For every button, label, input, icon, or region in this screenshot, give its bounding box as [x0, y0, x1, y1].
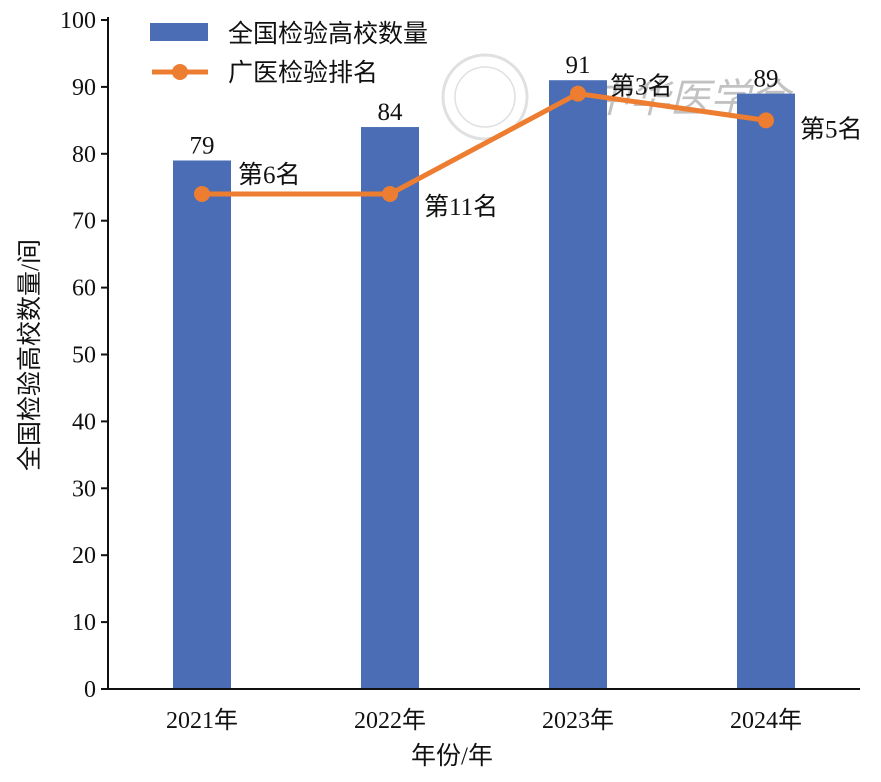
y-tick-label: 30	[72, 476, 96, 502]
y-tick-label: 80	[72, 142, 96, 168]
x-tick-label: 2024年	[730, 707, 802, 734]
bar	[173, 160, 231, 690]
rank-marker	[758, 112, 774, 129]
rank-data-label: 第6名	[238, 161, 301, 189]
legend-line-label: 广医检验排名	[228, 59, 378, 87]
x-tick-label: 2022年	[354, 707, 426, 734]
legend-line-marker	[172, 64, 188, 80]
y-axis-label: 全国检验高校数量/间	[16, 239, 44, 471]
y-tick-label: 20	[72, 543, 96, 569]
y-tick-label: 60	[72, 276, 96, 302]
bar-data-label: 89	[754, 66, 779, 93]
y-tick-label: 40	[72, 409, 96, 435]
bar	[361, 127, 419, 690]
y-tick-label: 90	[72, 75, 96, 101]
legend: 全国检验高校数量 广医检验排名	[150, 20, 428, 87]
x-tick-label: 2021年	[166, 707, 238, 734]
y-tick-label: 10	[72, 610, 96, 636]
bar	[549, 80, 607, 689]
axes: 0 10 20 30 40 50 60 70 80 90 100 2021年 2022年 2023年 202…	[60, 8, 860, 734]
rank-data-label: 第3名	[610, 73, 673, 101]
y-tick-label: 100	[60, 8, 96, 34]
bar-data-label: 79	[190, 132, 215, 159]
rank-line	[202, 90, 767, 197]
y-tick-label: 0	[84, 677, 96, 703]
y-tick-label: 70	[72, 209, 96, 235]
y-tick-label: 50	[72, 343, 96, 369]
rank-data-label: 第5名	[800, 115, 863, 143]
x-axis-label: 年份/年	[411, 742, 493, 770]
rank-data-label: 第11名	[424, 193, 498, 221]
legend-bar-label: 全国检验高校数量	[228, 20, 428, 48]
x-tick-label: 2023年	[542, 707, 614, 734]
rank-marker	[382, 185, 398, 202]
bar	[737, 93, 795, 690]
bar-data-label: 84	[378, 99, 404, 126]
rank-marker	[194, 185, 210, 202]
bar-data-label: 91	[566, 52, 591, 79]
rank-marker	[570, 85, 586, 102]
legend-bar-swatch	[150, 23, 208, 41]
